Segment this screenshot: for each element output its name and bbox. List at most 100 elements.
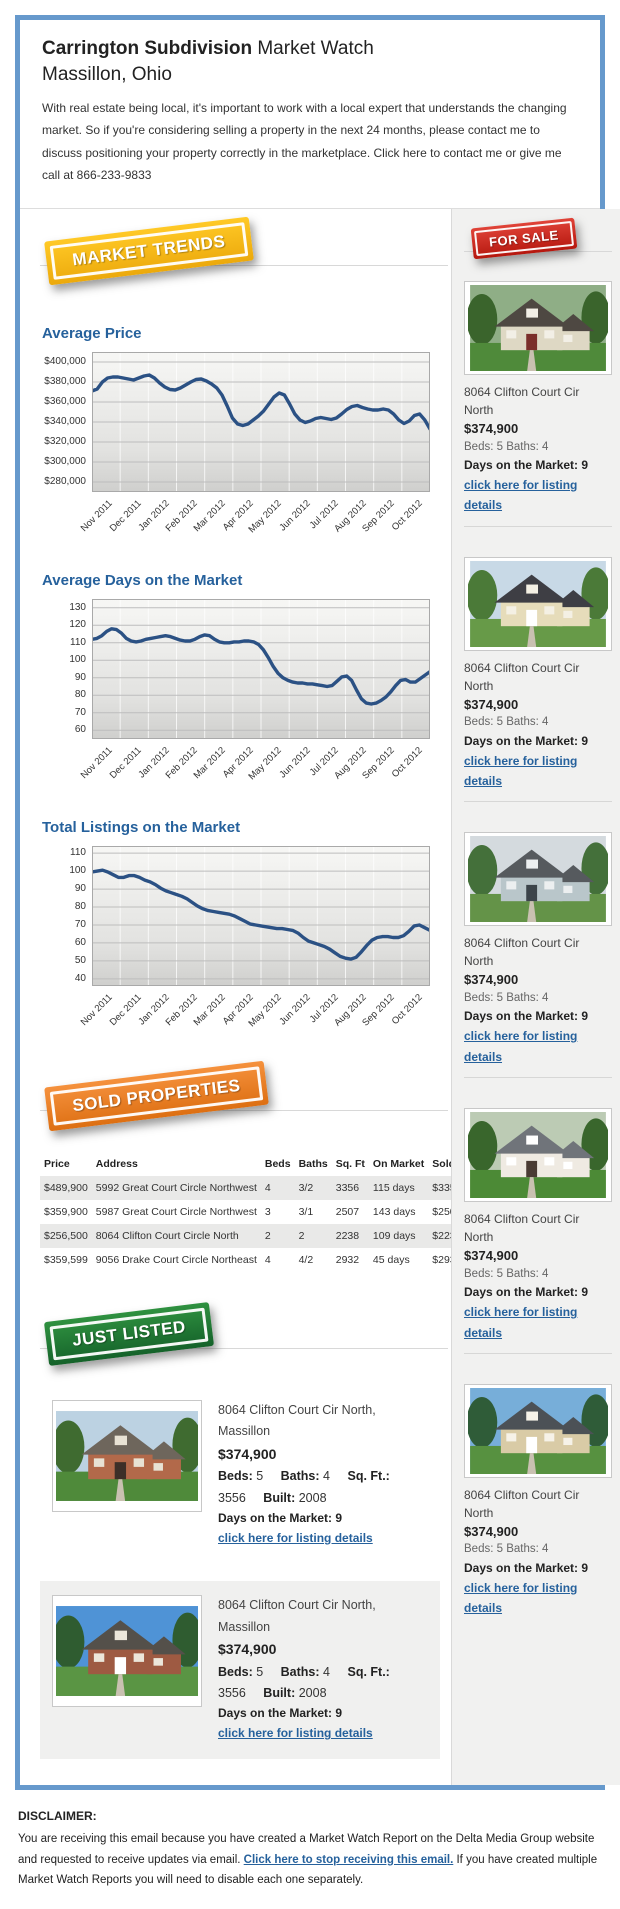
cell-beds: 2: [261, 1224, 295, 1248]
listing-details-link[interactable]: click here for listing details: [464, 754, 577, 788]
listing-beds-baths: Beds: 5 Baths: 4: [464, 1541, 612, 1558]
cell-address: 8064 Clifton Court Circle North: [92, 1224, 261, 1248]
chart-title-total-listings: Total Listings on the Market: [42, 819, 448, 836]
cell-sqft: 2932: [332, 1248, 369, 1272]
cell-on-market: 143 days: [369, 1200, 428, 1224]
cell-baths: 3/2: [295, 1176, 332, 1200]
table-row: $359,900 5987 Great Court Circle Northwe…: [40, 1200, 488, 1224]
y-axis-tick-label: 70: [40, 919, 86, 930]
built-label: Built:: [263, 1686, 295, 1700]
listing-photo: [52, 1400, 202, 1512]
email-frame: Carrington Subdivision Market Watch Mass…: [15, 15, 605, 1790]
y-axis-tick-label: 110: [40, 637, 86, 648]
x-axis-tick-label: Oct 2012: [390, 745, 425, 780]
listing-price: $374,900: [464, 970, 612, 990]
listing-details-link[interactable]: click here for listing details: [464, 1581, 577, 1615]
listing-beds-baths: Beds: 5 Baths: 4: [464, 1266, 612, 1283]
y-axis-tick-label: $340,000: [40, 416, 86, 427]
y-axis-tick-label: $380,000: [40, 376, 86, 387]
listing-address: 8064 Clifton Court Cir North: [464, 1210, 612, 1246]
built-value: 2008: [299, 1491, 327, 1505]
y-axis-tick-label: 120: [40, 619, 86, 630]
report-location: Massillon, Ohio: [42, 64, 172, 85]
sold-properties-section-head: SOLD PROPERTIES: [40, 1068, 448, 1146]
cell-on-market: 45 days: [369, 1248, 428, 1272]
cell-price: $359,900: [40, 1200, 92, 1224]
cell-price: $256,500: [40, 1224, 92, 1248]
table-row: $489,900 5992 Great Court Circle Northwe…: [40, 1176, 488, 1200]
for-sale-listing: 8064 Clifton Court Cir North $374,900 Be…: [464, 1384, 612, 1629]
cell-beds: 3: [261, 1200, 295, 1224]
cell-sqft: 3356: [332, 1176, 369, 1200]
listing-beds-baths: Beds: 5 Baths: 4: [464, 439, 612, 456]
y-axis-tick-label: $280,000: [40, 476, 86, 487]
listing-address: 8064 Clifton Court Cir North: [464, 383, 612, 419]
for-sale-listing: 8064 Clifton Court Cir North $374,900 Be…: [464, 557, 612, 803]
listing-days-on-market: Days on the Market: 9: [218, 1704, 428, 1723]
baths-label: Baths:: [281, 1665, 320, 1679]
y-axis-tick-label: 80: [40, 689, 86, 700]
cell-baths: 2: [295, 1224, 332, 1248]
col-beds: Beds: [261, 1152, 295, 1176]
cell-sqft: 2238: [332, 1224, 369, 1248]
listing-price: $374,900: [218, 1638, 428, 1662]
report-type: Market Watch: [252, 38, 374, 59]
just-listed-section-head: JUST LISTED: [40, 1306, 448, 1384]
built-label: Built:: [263, 1491, 295, 1505]
y-axis-tick-label: 60: [40, 724, 86, 735]
listing-days-on-market: Days on the Market: 9: [464, 1007, 612, 1026]
listing-details-link[interactable]: click here for listing details: [464, 1305, 577, 1339]
just-listed-badge-label: JUST LISTED: [50, 1308, 209, 1361]
baths-value: 4: [323, 1665, 330, 1679]
market-trends-section-head: MARKET TRENDS: [40, 223, 448, 301]
y-axis-tick-label: $400,000: [40, 356, 86, 367]
listing-days-on-market: Days on the Market: 9: [218, 1509, 428, 1528]
listing-specs: Beds: 5 Baths: 4 Sq. Ft.: 3556 Built: 20…: [218, 1662, 428, 1705]
table-row: $359,599 9056 Drake Court Circle Northea…: [40, 1248, 488, 1272]
listing-details: 8064 Clifton Court Cir North, Massillon …: [218, 1595, 428, 1744]
y-axis-tick-label: 80: [40, 901, 86, 912]
table-row: $256,500 8064 Clifton Court Circle North…: [40, 1224, 488, 1248]
listing-address: 8064 Clifton Court Cir North: [464, 1486, 612, 1522]
listing-price: $374,900: [464, 419, 612, 439]
listing-specs: Beds: 5 Baths: 4 Sq. Ft.: 3556 Built: 20…: [218, 1466, 428, 1509]
listing-days-on-market: Days on the Market: 9: [464, 1559, 612, 1578]
listing-days-on-market: Days on the Market: 9: [464, 732, 612, 751]
average-price-chart: $400,000$380,000$360,000$340,000$320,000…: [40, 352, 448, 548]
y-axis-tick-label: 100: [40, 654, 86, 665]
sold-properties-badge: SOLD PROPERTIES: [44, 1061, 269, 1132]
cell-price: $359,599: [40, 1248, 92, 1272]
listing-details-link[interactable]: click here for listing details: [218, 1726, 373, 1740]
listing-address: 8064 Clifton Court Cir North, Massillon: [218, 1400, 428, 1443]
built-value: 2008: [299, 1686, 327, 1700]
listing-price: $374,900: [464, 1246, 612, 1266]
col-address: Address: [92, 1152, 261, 1176]
baths-label: Baths:: [281, 1469, 320, 1483]
sqft-label: Sq. Ft.:: [347, 1665, 389, 1679]
y-axis-tick-label: 60: [40, 937, 86, 948]
listing-details-link[interactable]: click here for listing details: [464, 478, 577, 512]
sqft-value: 3556: [218, 1491, 246, 1505]
listing-photo: [464, 832, 612, 926]
market-trends-badge-label: MARKET TRENDS: [50, 222, 249, 280]
unsubscribe-link[interactable]: Click here to stop receiving this email.: [244, 1854, 454, 1866]
y-axis-tick-label: 40: [40, 973, 86, 984]
beds-label: Beds:: [218, 1665, 253, 1679]
header: Carrington Subdivision Market Watch Mass…: [20, 20, 600, 208]
cell-baths: 3/1: [295, 1200, 332, 1224]
listing-details-link[interactable]: click here for listing details: [218, 1531, 373, 1545]
x-axis-tick-label: Oct 2012: [390, 498, 425, 533]
listing-photo: [464, 1108, 612, 1202]
cell-address: 5992 Great Court Circle Northwest: [92, 1176, 261, 1200]
listing-price: $374,900: [218, 1443, 428, 1467]
just-listed-item: 8064 Clifton Court Cir North, Massillon …: [40, 1386, 440, 1563]
main-column: MARKET TRENDS Average Price $400,000$380…: [20, 209, 448, 1784]
listing-details-link[interactable]: click here for listing details: [464, 1029, 577, 1063]
listing-photo: [464, 1384, 612, 1478]
y-axis-tick-label: 70: [40, 707, 86, 718]
y-axis-tick-label: 110: [40, 847, 86, 858]
